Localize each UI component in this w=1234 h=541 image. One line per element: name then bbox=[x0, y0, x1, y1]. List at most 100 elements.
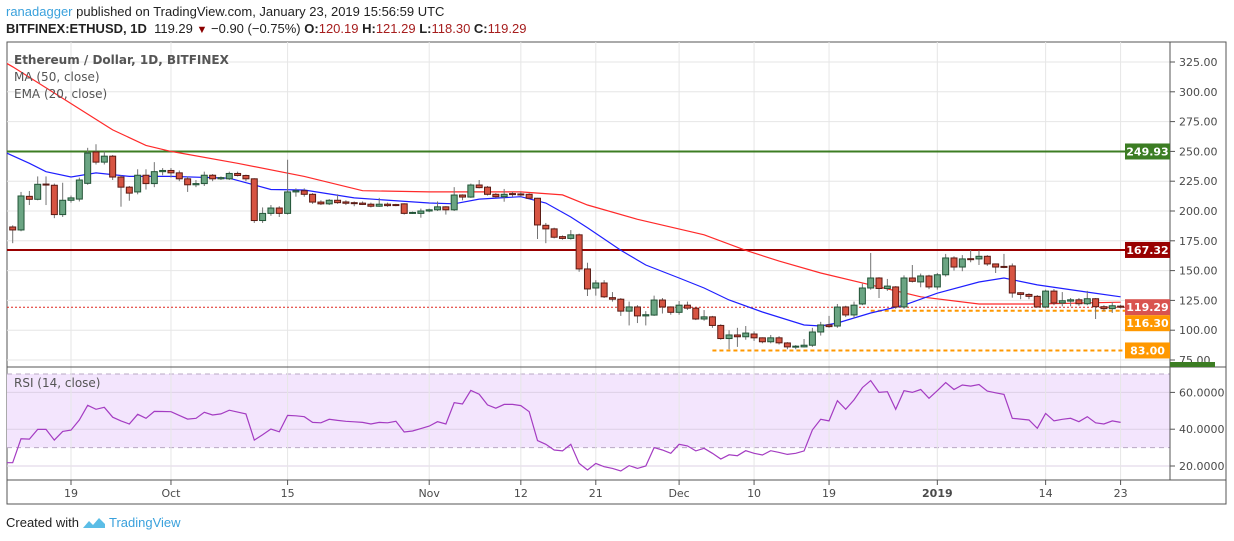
candle-down bbox=[1000, 265, 1008, 268]
publish-text: published on TradingView.com, January 23… bbox=[72, 4, 445, 19]
candle-up bbox=[725, 334, 733, 340]
candle-down bbox=[50, 184, 58, 216]
candle-up bbox=[1108, 305, 1116, 310]
candle-down bbox=[125, 186, 133, 194]
time-tick-label: 19 bbox=[822, 487, 836, 500]
time-axis[interactable]: 19 Oct 15 Nov 12 21 Dec 10 19 2019 14 23 bbox=[64, 480, 1128, 500]
candle-up bbox=[958, 258, 966, 268]
level-label-116: 116.30 bbox=[1126, 317, 1169, 330]
tradingview-link[interactable]: TradingView bbox=[108, 515, 181, 530]
horizontal-levels[interactable] bbox=[7, 150, 1170, 352]
candle-down bbox=[775, 337, 783, 344]
candle-up bbox=[833, 306, 841, 327]
time-grid bbox=[70, 42, 1122, 480]
candle-down bbox=[142, 174, 150, 185]
candle-down bbox=[9, 226, 17, 231]
rsi-band-fill bbox=[7, 374, 1170, 448]
candle-down bbox=[708, 316, 716, 326]
candle-down bbox=[925, 275, 933, 288]
time-tick-label: 21 bbox=[589, 487, 603, 500]
triangle-down-icon: ▼ bbox=[196, 24, 208, 36]
candle-down bbox=[459, 194, 467, 198]
candle-up bbox=[792, 345, 800, 348]
candle-up bbox=[59, 199, 67, 216]
time-tick-label: 19 bbox=[64, 487, 78, 500]
candle-down bbox=[1100, 306, 1108, 310]
legend-ema: EMA (20, close) bbox=[14, 87, 107, 101]
candle-down bbox=[558, 236, 566, 239]
candle-up bbox=[450, 194, 458, 211]
candle-up bbox=[917, 275, 925, 283]
rsi-tick-label: 60.0000 bbox=[1179, 386, 1225, 399]
candle-up bbox=[325, 199, 333, 205]
open-label: O: bbox=[304, 21, 319, 36]
candle-down bbox=[492, 193, 500, 198]
candle-down bbox=[683, 304, 691, 309]
time-tick-label: 10 bbox=[747, 487, 761, 500]
price-tick-label: 150.00 bbox=[1179, 265, 1218, 278]
symbol-name: BITFINEX:ETHUSD, 1D bbox=[6, 21, 147, 36]
low-label: L: bbox=[419, 21, 432, 36]
candle-down bbox=[234, 172, 242, 176]
price-tick-label: 325.00 bbox=[1179, 56, 1218, 69]
candle-down bbox=[175, 172, 183, 180]
candle-down bbox=[1075, 299, 1083, 305]
candle-up bbox=[650, 299, 658, 316]
candle-up bbox=[1083, 298, 1091, 305]
price-tick-label: 275.00 bbox=[1179, 116, 1218, 129]
candle-down bbox=[1008, 265, 1016, 294]
candle-up bbox=[284, 191, 292, 214]
level-label-249-box bbox=[1125, 143, 1170, 160]
candle-up bbox=[942, 257, 950, 276]
candle-up bbox=[675, 304, 683, 313]
candle-down bbox=[633, 306, 641, 317]
candle-down bbox=[92, 151, 100, 163]
candle-down bbox=[384, 203, 392, 207]
candle-down bbox=[184, 178, 192, 186]
candle-up bbox=[84, 152, 92, 184]
candle-down bbox=[575, 234, 583, 270]
candle-up bbox=[817, 324, 825, 333]
candle-up bbox=[1067, 299, 1075, 302]
candle-up bbox=[975, 255, 983, 260]
last-price-label: 119.29 bbox=[1126, 301, 1168, 314]
close-value: 119.29 bbox=[487, 21, 527, 36]
rsi-axis[interactable]: 60.0000 40.0000 20.0000 bbox=[1170, 386, 1225, 473]
candle-down bbox=[359, 202, 367, 205]
candle-up bbox=[858, 287, 866, 305]
price-tick-label: 125.00 bbox=[1179, 294, 1218, 307]
candle-down bbox=[983, 255, 991, 265]
candle-up bbox=[100, 155, 108, 163]
candle-down bbox=[717, 324, 725, 340]
candle-up bbox=[292, 190, 300, 193]
candle-down bbox=[484, 186, 492, 195]
candle-up bbox=[800, 344, 808, 348]
level-label-167-box bbox=[1125, 241, 1170, 258]
time-tick-label: Oct bbox=[161, 487, 181, 500]
candle-down bbox=[842, 306, 850, 316]
candle-down bbox=[658, 299, 666, 308]
candle-up bbox=[75, 179, 83, 200]
candle-up bbox=[192, 183, 200, 186]
candle-up bbox=[434, 206, 442, 211]
candle-up bbox=[467, 184, 475, 198]
candle-up bbox=[417, 210, 425, 214]
high-value: 121.29 bbox=[375, 21, 416, 36]
candle-down bbox=[750, 333, 758, 339]
candle-down bbox=[533, 197, 541, 226]
rsi-band bbox=[7, 373, 1170, 467]
candle-down bbox=[392, 204, 400, 207]
level-label-83-box bbox=[1125, 342, 1170, 359]
candle-up bbox=[742, 332, 750, 338]
candle-down bbox=[167, 169, 175, 174]
candle-down bbox=[908, 277, 916, 282]
candle-up bbox=[200, 174, 208, 185]
candle-down bbox=[525, 193, 533, 199]
price-change: −0.90 (−0.75%) bbox=[211, 21, 301, 36]
candle-down bbox=[250, 178, 258, 222]
price-tick-label: 175.00 bbox=[1179, 235, 1218, 248]
author-link[interactable]: ranadagger bbox=[6, 4, 73, 19]
created-with-text: Created with bbox=[6, 515, 79, 530]
high-label: H: bbox=[362, 21, 376, 36]
